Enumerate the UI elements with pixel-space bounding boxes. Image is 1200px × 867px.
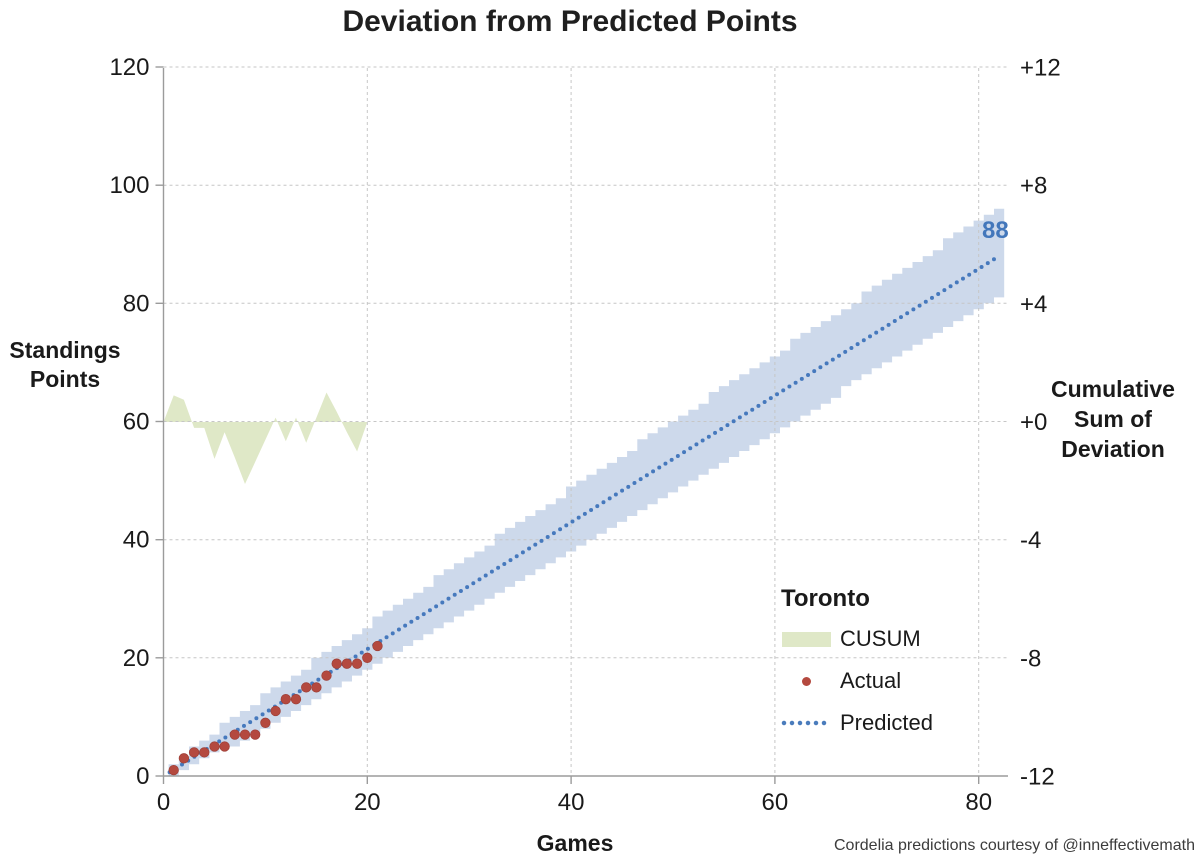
actual-point <box>280 694 291 705</box>
cusum-swatch-key <box>781 631 831 647</box>
legend-item-predicted: Predicted <box>781 710 933 735</box>
actual-point <box>311 682 322 693</box>
legend-item-cusum: CUSUM <box>781 626 933 651</box>
y2-axis-tick-label: +12 <box>1020 55 1061 82</box>
y2-axis-tick-label: -8 <box>1020 645 1041 672</box>
actual-point <box>341 658 353 669</box>
y-axis-tick-label: 20 <box>123 645 150 672</box>
x-axis-tick-label: 20 <box>354 789 381 816</box>
left-axis-title: Standings Points <box>0 336 130 394</box>
chart-title: Deviation from Predicted Points <box>342 5 798 38</box>
actual-point <box>290 694 302 705</box>
actual-point <box>178 753 190 764</box>
actual-point <box>331 658 342 669</box>
x-axis-tick-label: 0 <box>157 789 170 816</box>
actual-point <box>168 764 179 776</box>
actual-point <box>199 747 210 758</box>
y2-axis-tick-label: +4 <box>1020 291 1047 318</box>
actual-swatch-key <box>781 676 831 686</box>
predicted-end-label: 88 <box>982 217 1009 244</box>
left-axis-title-line2: Points <box>29 366 101 392</box>
predicted-dotted-line <box>167 254 1002 775</box>
actual-point <box>351 658 363 669</box>
legend-label-predicted: Predicted <box>840 710 933 735</box>
y2-axis-tick-label: -4 <box>1020 527 1041 554</box>
actual-point <box>229 729 240 740</box>
predicted-dotted-line-swatch-icon <box>781 720 831 726</box>
left-axis-title-line1: Standings <box>9 337 121 363</box>
attribution-caption: Cordelia predictions courtesy of @inneff… <box>833 837 1195 854</box>
y2-axis-tick-label: +8 <box>1020 173 1047 200</box>
actual-point <box>372 640 383 652</box>
predicted-swatch-key <box>781 718 831 728</box>
prediction-band-area <box>168 208 1005 777</box>
cusum-area-swatch-icon <box>781 631 831 647</box>
actual-point <box>188 747 200 758</box>
y2-axis-tick-label: -12 <box>1020 764 1055 791</box>
actual-point <box>209 741 220 752</box>
actual-point <box>219 741 230 752</box>
actual-point <box>239 729 251 740</box>
cusum-area <box>163 392 368 484</box>
actual-point <box>321 670 332 681</box>
y2-axis-tick-label: +0 <box>1020 409 1047 436</box>
actual-point <box>270 705 281 717</box>
y-axis-tick-label: 60 <box>123 409 150 436</box>
actual-dot-swatch-icon <box>801 676 811 686</box>
x-axis-tick-label: 80 <box>965 789 992 816</box>
legend: Toronto CUSUM Actual Predicted <box>781 585 933 753</box>
legend-label-cusum: CUSUM <box>840 626 921 651</box>
actual-point <box>362 652 373 663</box>
x-axis-tick-label: 60 <box>762 789 789 816</box>
legend-title: Toronto <box>781 585 870 612</box>
y-axis-tick-label: 100 <box>109 172 149 199</box>
y-axis-tick-label: 120 <box>109 54 149 81</box>
right-axis-title-line3: Deviation <box>1061 436 1165 462</box>
actual-point <box>260 717 271 728</box>
legend-item-actual: Actual <box>781 668 933 693</box>
actual-point <box>301 682 312 693</box>
x-axis-title: Games <box>536 830 614 856</box>
right-axis-title: Cumulative Sum of Deviation <box>1042 374 1184 464</box>
y-axis-tick-label: 0 <box>136 763 149 790</box>
right-axis-title-line2: Sum of <box>1074 406 1152 432</box>
right-axis-title-line1: Cumulative <box>1051 376 1175 402</box>
actual-point <box>250 729 261 740</box>
legend-label-actual: Actual <box>840 668 902 693</box>
x-axis-tick-label: 40 <box>558 789 585 816</box>
y-axis-tick-label: 80 <box>123 290 150 317</box>
y-axis-tick-label: 40 <box>123 527 150 554</box>
